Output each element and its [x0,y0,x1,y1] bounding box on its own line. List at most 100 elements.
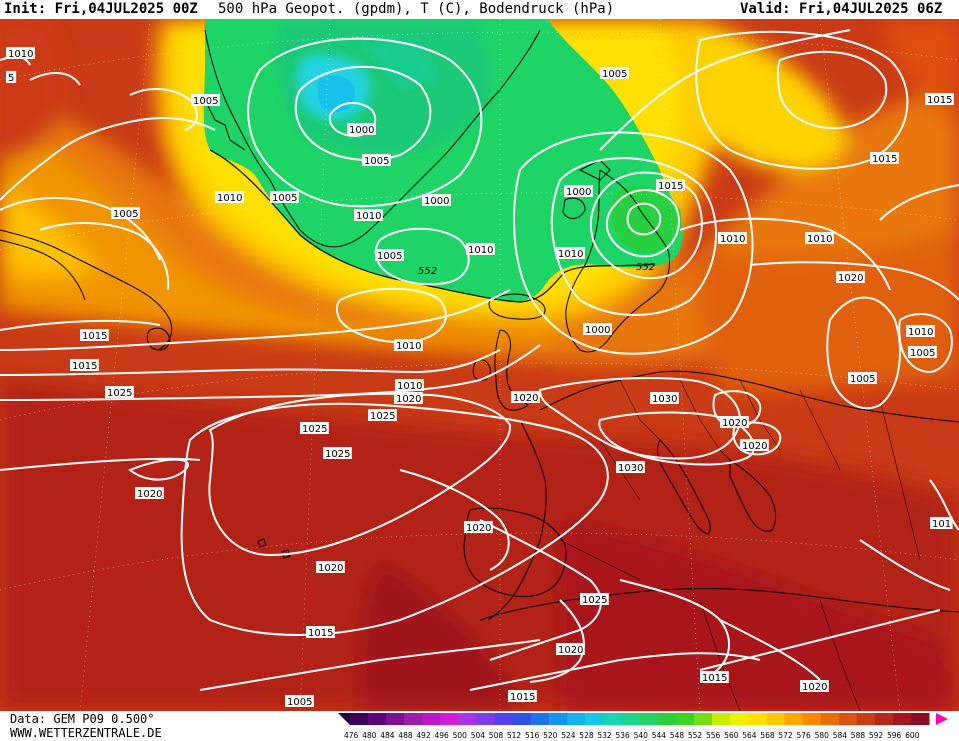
isobar-label: 1015 [306,626,335,639]
legend-swatch [802,713,821,725]
svg-text:1015: 1015 [702,673,727,684]
isobar-label: 1015 [80,329,109,342]
isobar-label: 1010 [466,243,495,256]
svg-text:1005: 1005 [910,348,935,359]
legend-tick-label: 596 [887,731,902,740]
isobar-label: 101 [930,517,953,530]
legend-tick-label: 576 [797,731,812,740]
data-source: Data: GEM P09 0.500° [10,712,155,726]
legend-swatch [440,713,459,725]
legend-tick-label: 544 [652,731,667,740]
legend-swatch [874,713,894,725]
isobar-label: 1010 [805,232,834,245]
svg-text:1010: 1010 [8,49,33,60]
legend-tick-label: 580 [815,731,830,740]
legend-swatch [657,713,677,725]
svg-text:1010: 1010 [558,249,583,260]
svg-text:1015: 1015 [308,628,333,639]
map-title: 500 hPa Geopot. (gpdm), T (C), Bodendruc… [218,1,615,17]
map-header: Init: Fri,04JUL2025 00Z 500 hPa Geopot. … [0,0,959,19]
isobar-label: 1015 [656,179,685,192]
legend-tick-label: 500 [453,731,468,740]
svg-text:1010: 1010 [356,211,381,222]
country-borders [559,379,921,711]
legend-swatch [766,713,785,725]
svg-text:1010: 1010 [720,234,745,245]
greenland-coast [204,29,541,248]
isobar-label: 1020 [740,439,769,452]
pressure-labels: 1010 5 1005 1000 1005 1005 1010 1000 1010 1005 100… [6,47,954,708]
legend-tick-label: 572 [778,731,793,740]
svg-text:1000: 1000 [424,196,449,207]
legend-tick-label: 592 [869,731,884,740]
legend-tick-label: 548 [670,731,685,740]
iberia-coast [463,507,567,598]
legend-swatch [693,713,713,725]
legend-tick-label: 560 [724,731,739,740]
isobar-label: 1005 [600,67,629,80]
legend-swatch [621,713,640,725]
svg-text:1010: 1010 [807,234,832,245]
isobar-label: 1005 [191,94,220,107]
isobar-label: 1005 [362,154,391,167]
legend-tick-label: 600 [905,731,920,740]
map-footer: Data: GEM P09 0.500° WWW.WETTERZENTRALE.… [0,711,959,741]
svg-text:1025: 1025 [370,411,395,422]
legend-swatch [748,713,767,725]
legend-swatch [856,713,876,725]
north-america-coast [0,229,173,351]
graticule [0,19,959,711]
legend-tick-label: 488 [398,731,413,740]
geopotential-label: 552 [636,262,655,273]
geopotential-field [0,19,959,711]
svg-text:1000: 1000 [585,325,610,336]
legend-right-arrow [936,713,948,725]
italy-coast [656,439,711,535]
isobar-label: 1015 [70,359,99,372]
svg-text:1020: 1020 [513,393,538,404]
isobar-label: 5 [6,71,17,84]
legend-swatch [494,713,514,725]
legend-tick-label: 520 [543,731,558,740]
legend-tick-label: 552 [688,731,703,740]
isobar-label: 1025 [300,422,329,435]
svg-text:1015: 1015 [510,692,535,703]
legend-tick-label: 528 [579,731,594,740]
legend-tick-label: 516 [525,731,540,740]
isobar-label: 1000 [347,123,376,136]
svg-text:1000: 1000 [566,187,591,198]
legend-swatch [404,713,423,725]
isobar-label: 1005 [848,372,877,385]
legend-tick-label: 492 [416,731,431,740]
isobar-label: 1025 [368,409,397,422]
svg-text:1010: 1010 [908,327,933,338]
svg-text:1005: 1005 [272,193,297,204]
svg-text:1010: 1010 [396,341,421,352]
svg-text:1020: 1020 [838,273,863,284]
isobar-label: 1015 [925,93,954,106]
isobar-label: 1010 [718,232,747,245]
legend-swatch [422,713,441,725]
legend-swatch [820,713,839,725]
legend-swatch [784,713,803,725]
legend-tick-label: 496 [435,731,450,740]
svg-text:1025: 1025 [582,595,607,606]
svg-text:1020: 1020 [318,563,343,574]
legend-swatch [639,713,658,725]
svg-text:1005: 1005 [602,69,627,80]
svg-text:1005: 1005 [364,156,389,167]
svg-text:1015: 1015 [872,154,897,165]
legend-tick-label: 524 [561,731,576,740]
svg-text:5: 5 [8,73,14,84]
valid-time: Valid: Fri,04JUL2025 06Z [740,1,943,17]
svg-text:1020: 1020 [558,645,583,656]
legend-tick-label: 540 [634,731,649,740]
legend-swatch [585,713,604,725]
weather-map: 1010 5 1005 1000 1005 1005 1010 1000 1010 1005 100… [0,19,959,711]
svg-text:1020: 1020 [802,682,827,693]
isobar-label: 1005 [285,695,314,708]
isobar-label: 1010 [6,47,35,60]
svg-text:1020: 1020 [137,489,162,500]
legend-tick-label: 484 [380,731,395,740]
isobar-label: 1010 [395,379,424,392]
